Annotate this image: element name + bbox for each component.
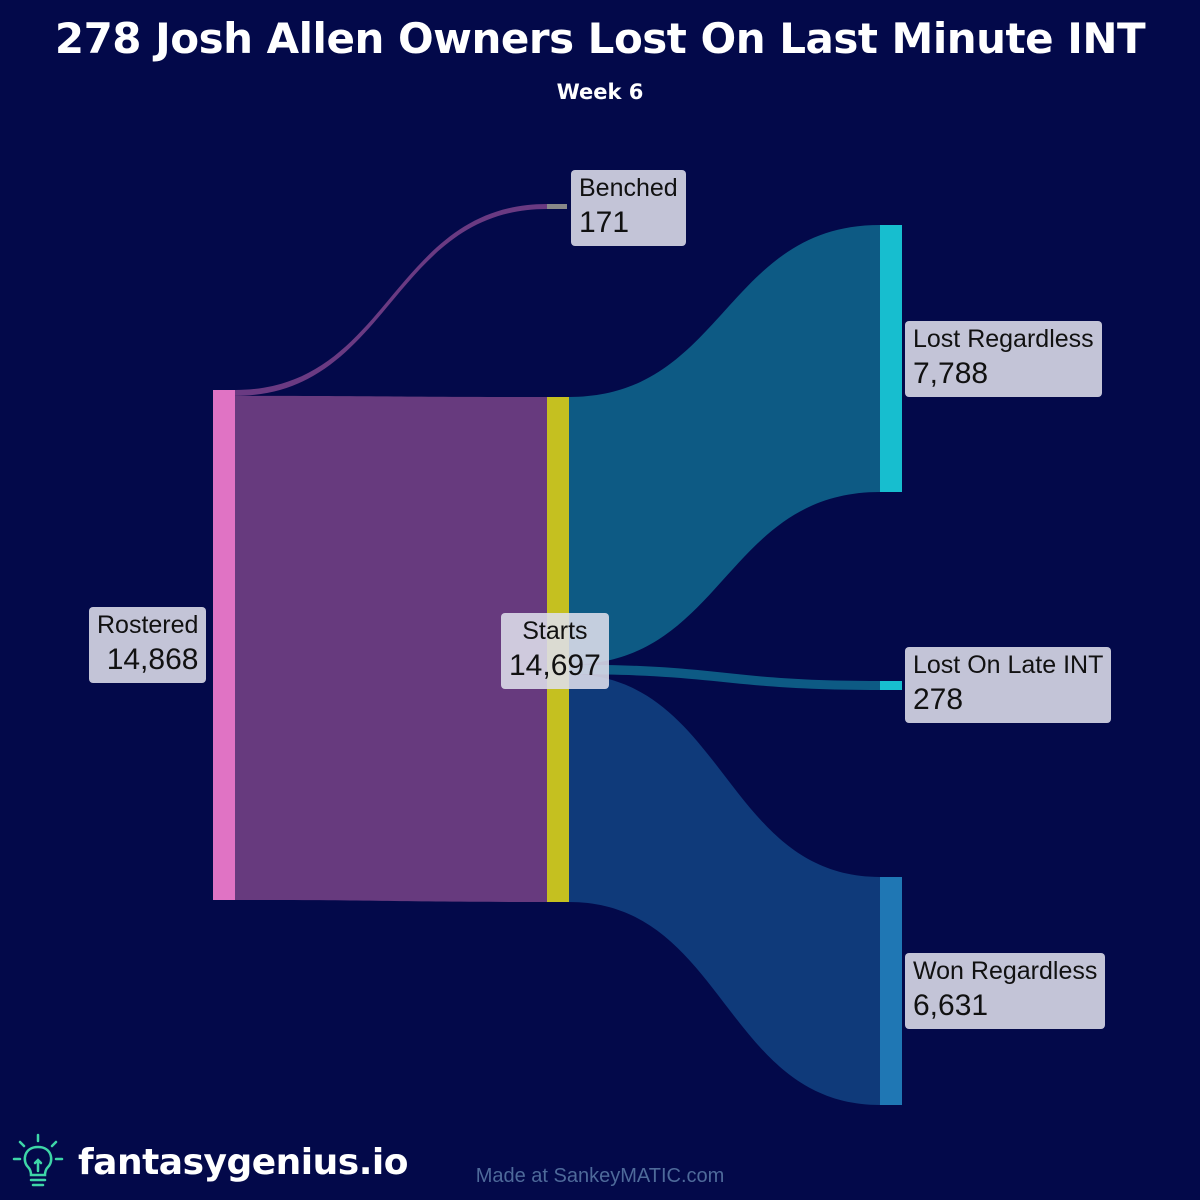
node-value: 6,631	[913, 989, 989, 1023]
node-value: 171	[579, 206, 630, 240]
brand-logo[interactable]: fantasygenius.io	[12, 1132, 408, 1192]
node-label-lost_late_int: Lost On Late INT 278	[905, 647, 1112, 723]
node-label-starts: Starts 14,697	[501, 613, 609, 689]
node-lost_late_int	[880, 681, 902, 690]
node-name: Starts	[522, 617, 588, 645]
brand-name: fantasygenius.io	[78, 1141, 408, 1183]
node-name: Won Regardless	[913, 957, 1098, 985]
chart-title: 278 Josh Allen Owners Lost On Last Minut…	[54, 14, 1146, 63]
node-value: 14,868	[106, 643, 199, 677]
node-name: Lost On Late INT	[913, 651, 1104, 679]
node-name: Rostered	[97, 611, 199, 639]
chart-subtitle: Week 6	[556, 80, 644, 104]
node-won_regardless	[880, 877, 902, 1105]
sankey-links	[235, 204, 880, 1105]
link-rostered-to-benched	[235, 204, 547, 396]
node-value: 278	[913, 683, 964, 717]
node-name: Lost Regardless	[913, 325, 1094, 353]
link-starts-to-lost_late_int	[569, 664, 880, 690]
node-rostered	[213, 390, 235, 900]
link-starts-to-lost_regardless	[569, 225, 880, 665]
node-label-benched: Benched 171	[571, 170, 686, 246]
credit-link[interactable]: Made at SankeyMATIC.com	[475, 1165, 725, 1187]
node-lost_regardless	[880, 225, 902, 492]
node-label-lost_regardless: Lost Regardless 7,788	[905, 321, 1102, 397]
node-label-won_regardless: Won Regardless 6,631	[905, 953, 1106, 1029]
node-value: 14,697	[509, 649, 601, 683]
lightbulb-icon	[12, 1133, 64, 1187]
node-label-rostered: Rostered 14,868	[89, 607, 207, 683]
node-benched	[547, 204, 567, 209]
link-starts-to-won_regardless	[569, 674, 880, 1105]
node-name: Benched	[579, 174, 678, 202]
node-value: 7,788	[913, 357, 989, 391]
link-rostered-to-starts	[235, 395, 547, 902]
